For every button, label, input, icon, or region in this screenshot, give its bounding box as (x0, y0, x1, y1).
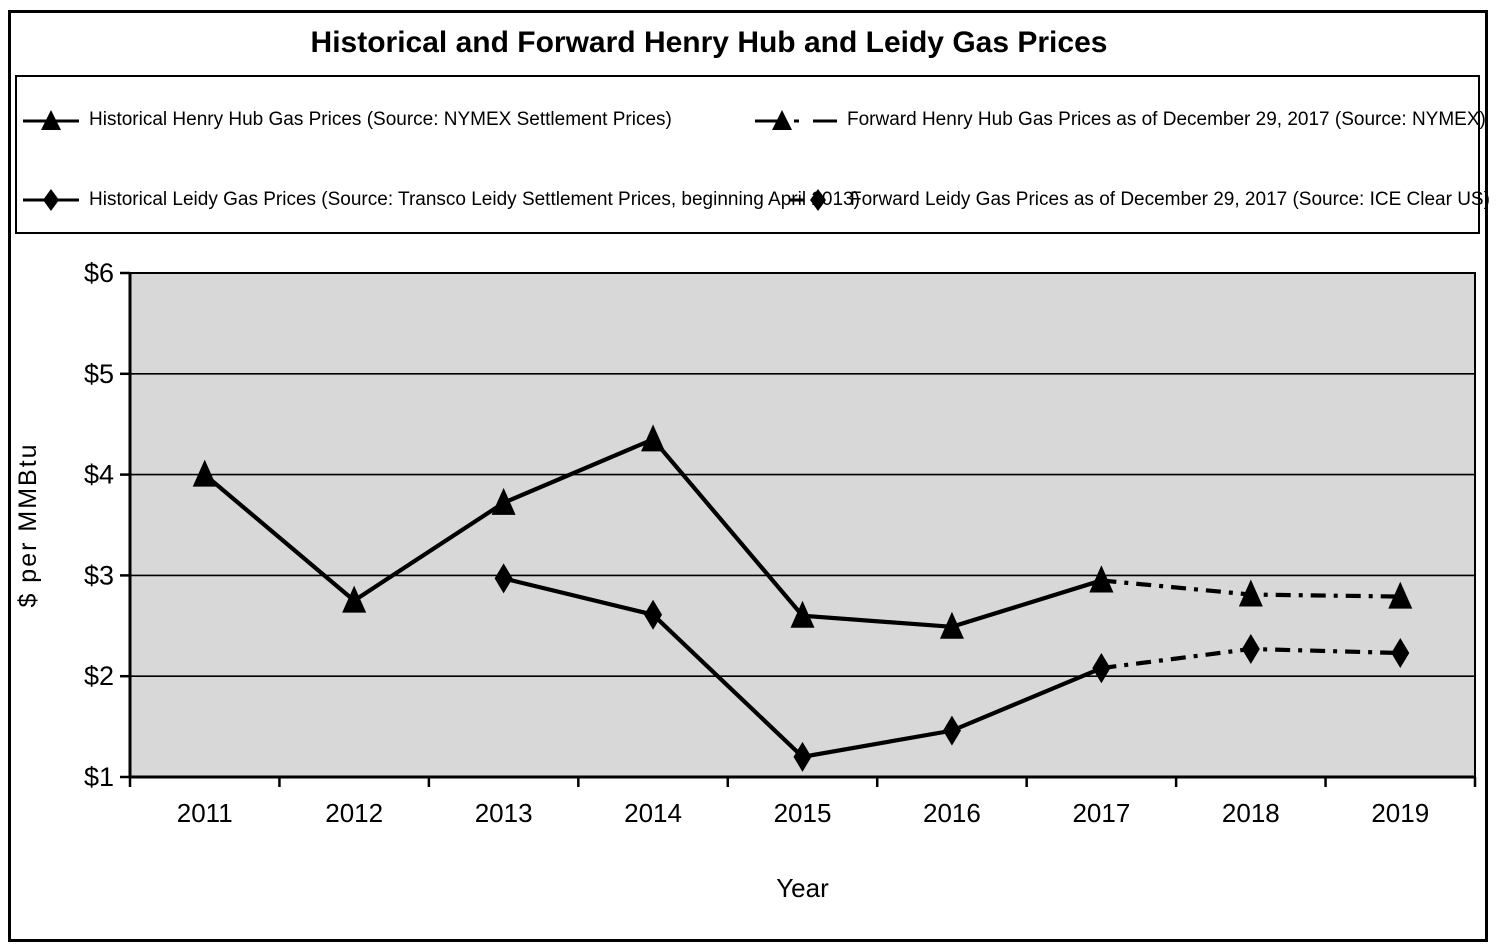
y-tick-label: $4 (84, 460, 114, 490)
legend-box: Historical Henry Hub Gas Prices (Source:… (15, 75, 1490, 234)
y-axis-title: $ per MMBtu (14, 442, 42, 607)
x-tick-label: 2011 (177, 798, 233, 828)
chart-title: Historical and Forward Henry Hub and Lei… (310, 26, 1108, 59)
triangle-marker-series-1 (1388, 581, 1413, 609)
y-tick-label: $1 (84, 762, 114, 792)
x-tick-label: 2016 (923, 798, 981, 828)
legend-entry-forward-leidy: Forward Leidy Gas Prices as of December … (790, 185, 1490, 215)
triangle-marker-series-0 (192, 459, 217, 487)
diamond-marker-series-3 (1241, 633, 1260, 664)
legend-entry-forward-henry-hub: Forward Henry Hub Gas Prices as of Decem… (755, 105, 1486, 135)
y-tick-label: $6 (84, 258, 114, 288)
y-tick-label: $2 (84, 661, 114, 691)
legend-label: Forward Henry Hub Gas Prices as of Decem… (847, 109, 1486, 130)
triangle-marker-series-0 (641, 424, 666, 452)
triangle-marker-series-1 (1089, 565, 1114, 593)
x-tick-label: 2019 (1371, 798, 1429, 828)
solid-line-diamond-marker-icon (23, 189, 79, 211)
diamond-marker-series-2 (793, 741, 812, 772)
legend-label: Historical Henry Hub Gas Prices (Source:… (89, 109, 672, 130)
triangle-marker-series-0 (939, 611, 964, 639)
legend-label: Forward Leidy Gas Prices as of December … (850, 189, 1490, 210)
x-tick-label: 2013 (475, 798, 533, 828)
diamond-marker-series-2 (494, 563, 513, 594)
dash-dot-line-diamond-marker-icon (790, 189, 826, 211)
diamond-marker-series-3 (1391, 638, 1410, 669)
y-tick-label: $3 (84, 560, 114, 590)
solid-line-triangle-marker-icon (23, 110, 79, 130)
triangle-marker-series-0 (790, 600, 815, 628)
x-tick-label: 2014 (624, 798, 682, 828)
legend-label: Historical Leidy Gas Prices (Source: Tra… (89, 189, 860, 210)
x-tick-label: 2018 (1222, 798, 1280, 828)
x-tick-label: 2012 (325, 798, 383, 828)
y-tick-label: $5 (84, 359, 114, 389)
triangle-marker-series-0 (342, 585, 367, 613)
x-axis-title: Year (776, 873, 829, 903)
legend-entry-historical-henry-hub: Historical Henry Hub Gas Prices (Source:… (23, 105, 672, 135)
triangle-marker-series-1 (1238, 579, 1263, 607)
triangle-marker-series-0 (491, 487, 516, 515)
x-tick-label: 2015 (774, 798, 832, 828)
diamond-marker-series-2 (942, 715, 961, 746)
plot-area (129, 272, 1476, 778)
dash-dot-line-triangle-marker-icon (755, 110, 837, 130)
x-tick-label: 2017 (1072, 798, 1130, 828)
diamond-marker-series-2 (644, 599, 663, 630)
legend-entry-historical-leidy: Historical Leidy Gas Prices (Source: Tra… (23, 185, 860, 215)
diamond-marker-series-3 (1092, 653, 1111, 684)
